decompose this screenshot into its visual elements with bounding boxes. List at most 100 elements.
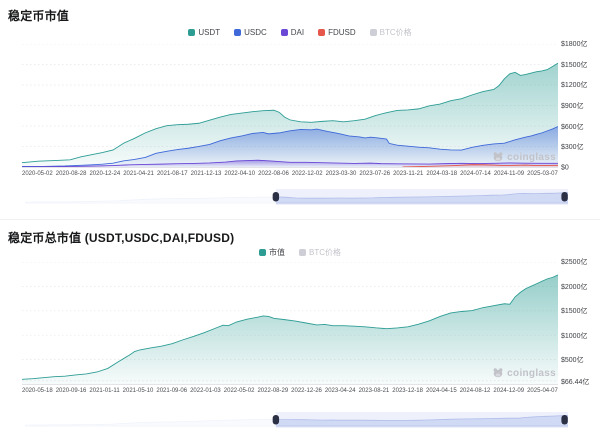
x-axis-label: 2022-12-26 [291,388,322,394]
chart1-legend: USDT USDC DAI FDUSD BTC价格 [0,27,600,38]
x-axis-label: 2023-08-21 [358,388,390,394]
legend-label: USDC [244,28,267,37]
legend-label: USDT [198,28,221,37]
x-axis-label: 2024-11-09 [493,171,525,177]
legend-item-DAI[interactable]: DAI [280,28,305,37]
y-axis-label: $1200亿 [561,82,588,90]
series-市值-line [22,274,558,380]
chart2-legend: 市值 BTC价格 [0,247,600,258]
legend-item-FDUSD[interactable]: FDUSD [318,28,356,37]
x-axis-label: 2023-04-24 [324,388,356,394]
x-axis-label: 2023-07-26 [359,171,391,177]
legend-label: BTC价格 [309,248,341,257]
y-axis-label: $1000亿 [561,332,588,340]
chart2-plot-area[interactable] [22,262,558,385]
navigator-handle-right[interactable] [561,192,568,202]
series-USDC-line [22,126,558,167]
chart1-x-axis: 2020-05-02 2020-08-28 2020-12-24 2021-04-21… [22,171,558,177]
series-DAI-area [22,160,558,167]
legend-label: BTC价格 [379,28,412,37]
legend-item-BTC价格[interactable]: BTC价格 [369,27,412,38]
legend-label: FDUSD [328,28,356,37]
legend-swatch [369,29,377,36]
x-axis-label: 2021-08-17 [156,171,188,177]
y-axis-label: $2500亿 [561,259,588,266]
x-axis-label: 2020-09-16 [55,388,87,394]
x-axis-label: 2023-11-21 [393,171,424,177]
x-axis-label: 2024-04-15 [425,388,457,394]
navigator-handle-right[interactable] [561,415,568,425]
series-USDT-line [22,62,558,164]
x-axis-label: 2020-12-24 [89,171,121,177]
x-axis-label: 2021-05-10 [122,388,154,394]
legend-swatch [318,29,326,36]
y-axis-label: $300亿 [561,144,584,152]
coinglass-logo-icon [493,152,503,162]
legend-swatch [259,249,266,256]
x-axis-label: 2021-04-21 [123,171,154,177]
x-axis-label: 2020-05-02 [22,171,53,177]
x-axis-label: 2022-05-02 [223,388,255,394]
legend-swatch [280,29,288,36]
series-FDUSD-line [402,164,558,167]
navigator-selected-range[interactable] [275,412,568,428]
chart2-title: 稳定币总市值 (USDT,USDC,DAI,FDUSD) [8,231,235,245]
navigator-selected-range[interactable] [275,189,568,205]
chart2-x-axis: 2020-05-18 2020-09-16 2021-01-11 2021-05-10… [22,388,558,394]
y-axis-label: $2000亿 [561,283,588,291]
legend-item-USDC[interactable]: USDC [234,28,267,37]
chart1-navigator[interactable] [25,189,568,205]
series-USDT-area [22,63,558,167]
coinglass-watermark: coinglass [492,367,556,379]
legend-item-市值[interactable]: 市值 [259,247,285,258]
chart1-title: 稳定币市值 [8,9,70,23]
series-DAI-line [22,159,558,167]
x-axis-label: 2023-03-30 [325,171,357,177]
x-axis-label: 2022-04-10 [224,171,256,177]
x-axis-label: 2020-08-28 [55,171,87,177]
series-市值-area [22,274,558,384]
chart1-y-axis: $1800亿 $1500亿 $1200亿 $900亿 $600亿 $300亿 $0 [561,41,600,172]
series-USDC-area [22,126,558,167]
x-axis-label: 2021-09-06 [156,388,188,394]
y-axis-label: $500亿 [561,357,584,365]
legend-swatch [188,29,196,36]
y-axis-label: $0 [561,164,569,172]
x-axis-label: 2021-12-13 [190,171,222,177]
navigator-handle-left[interactable] [272,415,280,425]
x-axis-label: 2021-01-11 [89,388,120,394]
x-axis-label: 2025-04-07 [527,388,558,394]
coinglass-watermark-text: coinglass [507,151,556,163]
y-axis-label: $1500亿 [561,308,588,316]
x-axis-label: 2024-03-18 [426,171,458,177]
navigator-handle-left[interactable] [272,192,280,202]
y-axis-label: $600亿 [561,123,584,131]
x-axis-label: 2020-05-18 [22,388,53,394]
legend-swatch [234,29,242,36]
legend-item-USDT[interactable]: USDT [188,28,220,37]
coinglass-watermark: coinglass [492,151,556,163]
x-axis-label: 2022-12-02 [291,171,323,177]
y-axis-label: $66.44亿 [561,378,590,386]
y-axis-label: $1500亿 [561,61,588,69]
legend-swatch [299,249,306,256]
chart1-plot-area[interactable] [22,44,558,168]
coinglass-watermark-text: coinglass [507,367,556,379]
panel-divider [0,219,600,220]
x-axis-label: 2024-08-12 [459,388,491,394]
x-axis-label: 2022-08-06 [258,171,289,177]
legend-label: 市值 [269,248,285,257]
chart2-navigator[interactable] [25,412,568,428]
x-axis-label: 2022-01-03 [190,388,221,394]
x-axis-label: 2022-08-29 [257,388,289,394]
y-axis-label: $900亿 [561,103,584,110]
x-axis-label: 2023-12-18 [392,388,423,394]
x-axis-label: 2025-03-07 [527,171,558,177]
coinglass-logo-icon [493,368,503,378]
chart2-y-axis: $2500亿 $2000亿 $1500亿 $1000亿 $500亿 $66.44亿 [561,259,600,386]
x-axis-label: 2024-12-09 [493,388,525,394]
legend-item-BTC价格[interactable]: BTC价格 [299,247,341,258]
legend-label: DAI [290,28,305,37]
x-axis-label: 2024-07-14 [460,171,491,177]
